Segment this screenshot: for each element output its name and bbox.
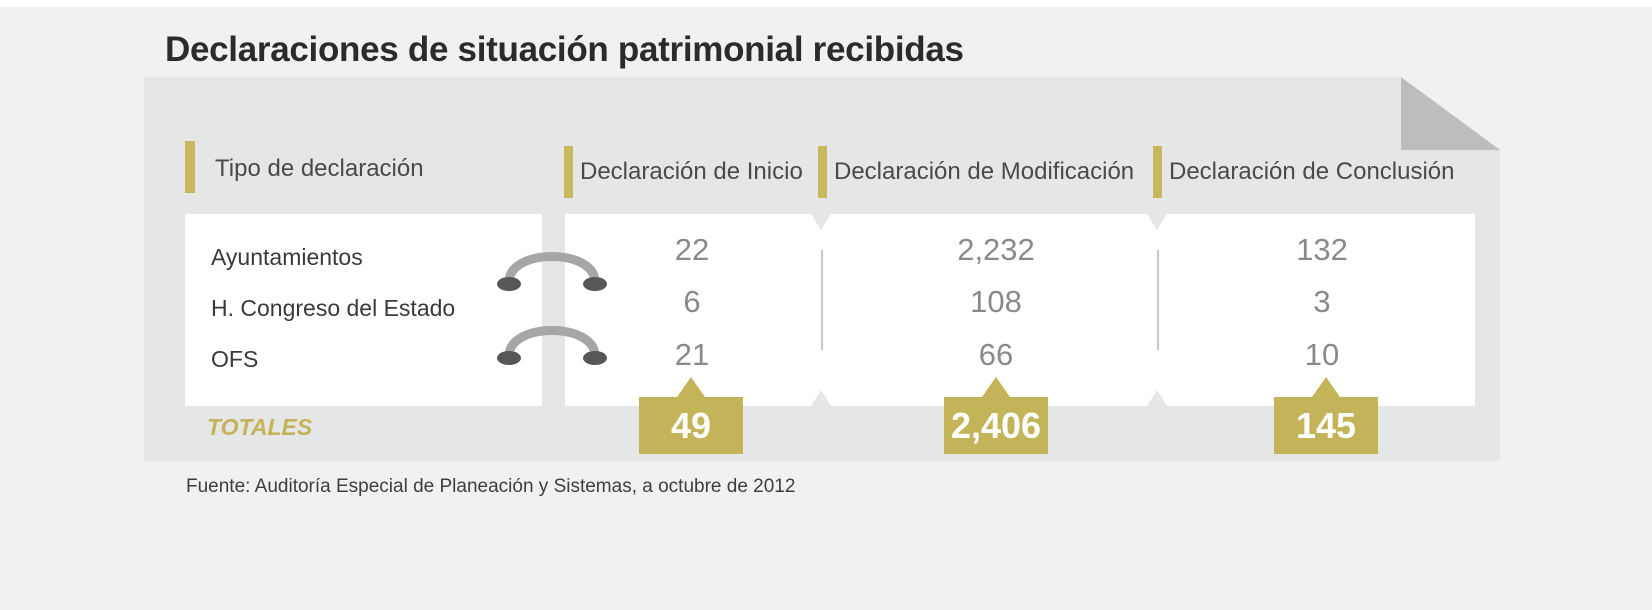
cell-modificacion-ofs: 66 — [978, 337, 1014, 372]
top-band — [0, 0, 1652, 7]
binder-ring-icon — [497, 326, 607, 365]
cell-conclusion-congreso: 3 — [1313, 284, 1331, 319]
column-divider-line — [1157, 250, 1159, 350]
total-inicio: 49 — [639, 377, 743, 454]
folded-corner — [1401, 77, 1500, 150]
cell-modificacion-ayuntamientos: 2,232 — [957, 232, 1035, 267]
column-divider-notch — [811, 214, 831, 230]
column-header-marker — [818, 146, 827, 198]
page-title: Declaraciones de situación patrimonial r… — [165, 30, 964, 69]
row-label-ayuntamientos: Ayuntamientos — [211, 244, 363, 270]
cell-inicio-congreso: 6 — [683, 284, 701, 319]
source-note: Fuente: Auditoría Especial de Planeación… — [186, 476, 796, 497]
cell-inicio-ofs: 21 — [674, 337, 710, 372]
values-card — [565, 214, 1475, 406]
column-header-marker — [1153, 146, 1162, 198]
column-divider-notch — [811, 390, 831, 406]
total-conclusion: 145 — [1274, 377, 1378, 454]
total-modificacion: 2,406 — [944, 377, 1048, 454]
binder-ring-icon — [497, 252, 607, 291]
totals-label: TOTALES — [207, 414, 313, 440]
column-divider-line — [821, 250, 823, 350]
row-label-ofs: OFS — [211, 346, 259, 372]
column-divider-notch — [1147, 214, 1167, 230]
column-header-inicio: Declaración de Inicio — [580, 158, 803, 185]
column-divider-notch — [1147, 390, 1167, 406]
cell-inicio-ayuntamientos: 22 — [674, 232, 710, 267]
cell-modificacion-congreso: 108 — [970, 284, 1022, 319]
row-header-marker — [185, 141, 195, 193]
column-header-modificacion: Declaración de Modificación — [834, 158, 1135, 185]
column-header-marker — [564, 146, 573, 198]
row-label-congreso: H. Congreso del Estado — [211, 295, 456, 321]
row-labels-card — [185, 214, 542, 406]
column-header-conclusion: Declaración de Conclusión — [1169, 158, 1455, 185]
cell-conclusion-ayuntamientos: 132 — [1296, 232, 1348, 267]
cell-conclusion-ofs: 10 — [1304, 337, 1340, 372]
row-header-label: Tipo de declaración — [215, 155, 424, 182]
